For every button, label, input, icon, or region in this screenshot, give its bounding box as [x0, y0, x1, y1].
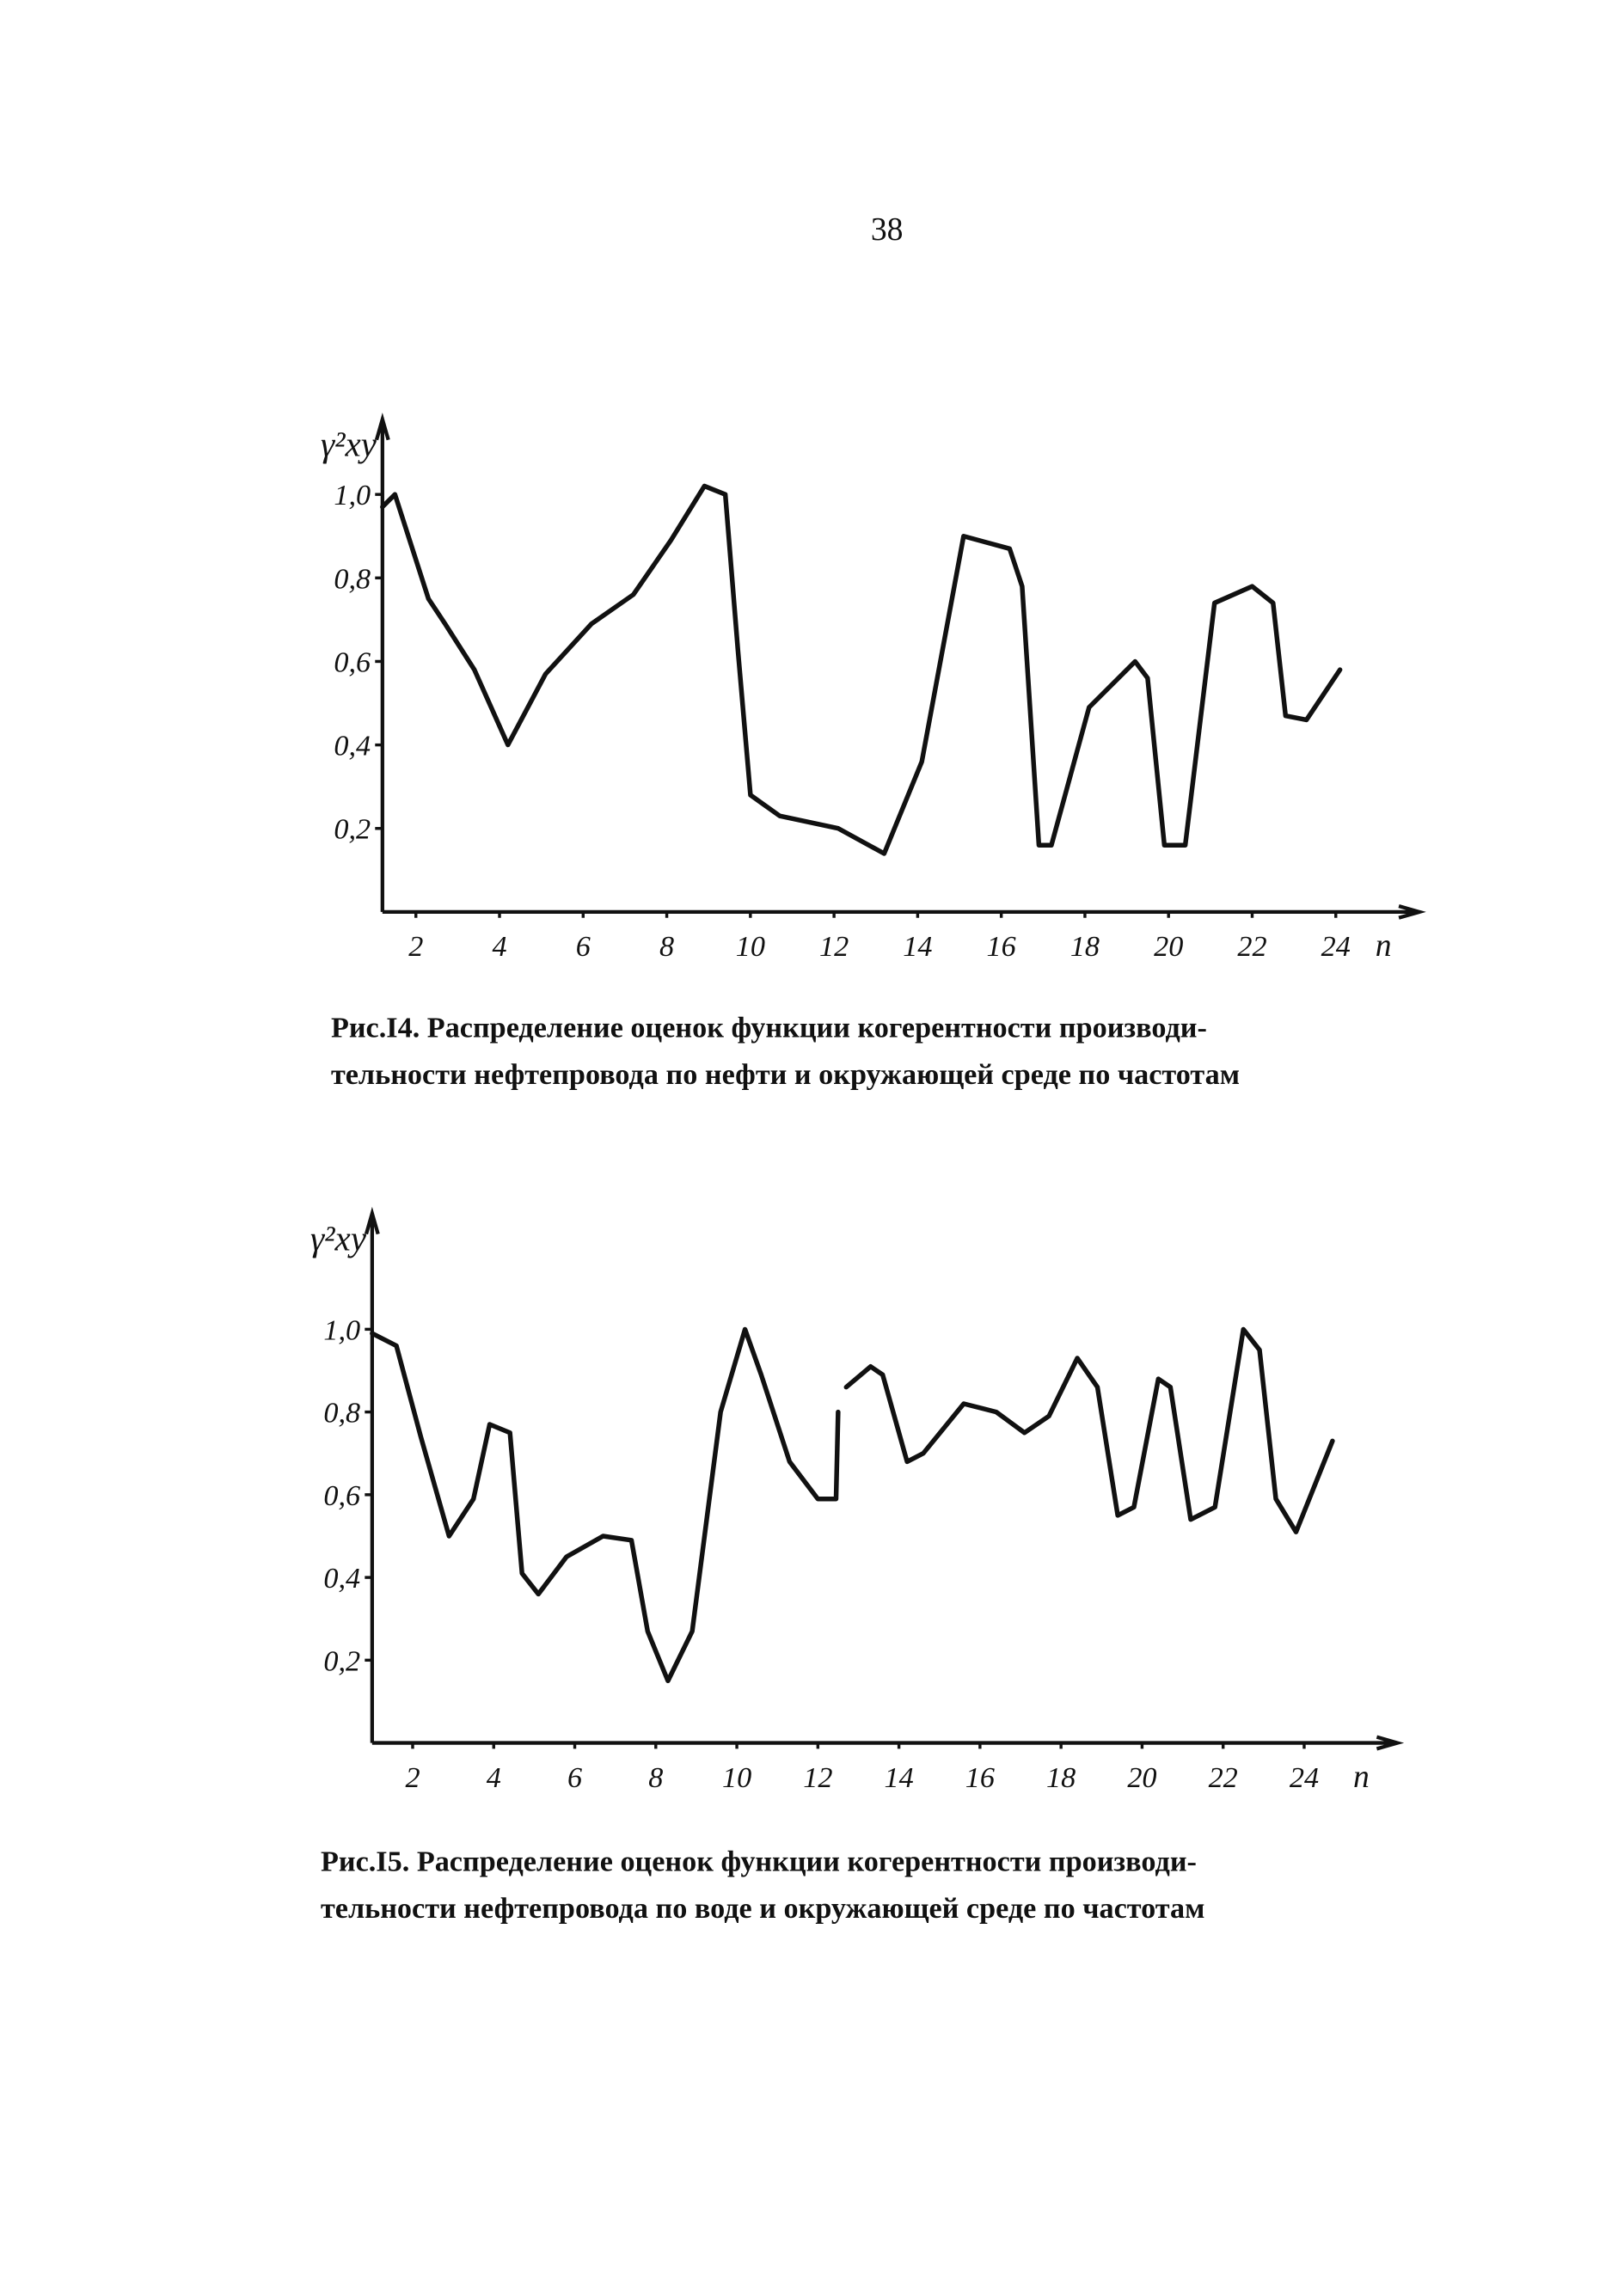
- y-axis: [364, 1206, 380, 1743]
- x-tick-label: 4: [487, 1762, 501, 1794]
- x-tick-label: 8: [659, 931, 674, 963]
- x-tick-label: 24: [1321, 931, 1351, 963]
- data-line: [380, 483, 1343, 856]
- x-tick-label: 22: [1237, 931, 1266, 963]
- x-tick-label: 12: [819, 931, 849, 963]
- caption-line: тельности нефтепровода по нефти и окружа…: [331, 1059, 1240, 1091]
- y-tick-label: 0,8: [323, 1398, 360, 1430]
- x-tick-label: 4: [492, 931, 506, 963]
- x-tick-label: 8: [648, 1762, 663, 1794]
- x-tick-label: 10: [736, 931, 765, 963]
- page-number: 38: [871, 211, 904, 248]
- x-tick-label: 6: [567, 1762, 582, 1794]
- y-tick-label: 0,6: [323, 1480, 360, 1512]
- y-tick-label: 0,8: [334, 563, 371, 595]
- x-tick-label: 6: [576, 931, 591, 963]
- x-tick-label: 10: [722, 1762, 751, 1794]
- x-tick-label: 12: [803, 1762, 832, 1794]
- y-tick-label: 0,4: [334, 731, 371, 762]
- y-tick-label: 0,4: [323, 1563, 360, 1595]
- x-tick-label: 24: [1290, 1762, 1319, 1794]
- y-tick-label: 1,0: [323, 1314, 360, 1346]
- y-tick-label: 1,0: [334, 480, 371, 511]
- y-tick-label: 0,2: [323, 1645, 360, 1677]
- x-tick-label: 2: [408, 931, 423, 963]
- x-axis: [382, 903, 1426, 920]
- x-tick-label: 18: [1070, 931, 1100, 963]
- x-tick-label: 18: [1046, 1762, 1076, 1794]
- x-axis: [371, 1735, 1405, 1751]
- caption-line: Рис.I4. Распределение оценок функции ког…: [331, 1012, 1207, 1044]
- data-line: [370, 1326, 1335, 1684]
- x-tick-label: 14: [903, 931, 932, 963]
- x-tick-label: 22: [1209, 1762, 1238, 1794]
- y-axis-label: γ²xy: [310, 1218, 367, 1258]
- x-tick-label: 20: [1154, 931, 1183, 963]
- y-axis-label: γ²xy: [321, 425, 377, 464]
- x-tick-label: 16: [987, 931, 1016, 963]
- x-tick-label: 2: [405, 1762, 420, 1794]
- x-tick-label: 16: [965, 1762, 995, 1794]
- x-axis-label: n: [1376, 928, 1392, 964]
- x-tick-label: 20: [1127, 1762, 1156, 1794]
- y-tick-label: 0,2: [334, 814, 371, 846]
- caption-line: Рис.I5. Распределение оценок функции ког…: [321, 1846, 1197, 1877]
- caption-line: тельности нефтепровода по воде и окружаю…: [321, 1893, 1204, 1925]
- y-tick-label: 0,6: [334, 646, 371, 678]
- x-axis-label: n: [1353, 1759, 1370, 1795]
- x-tick-label: 14: [885, 1762, 914, 1794]
